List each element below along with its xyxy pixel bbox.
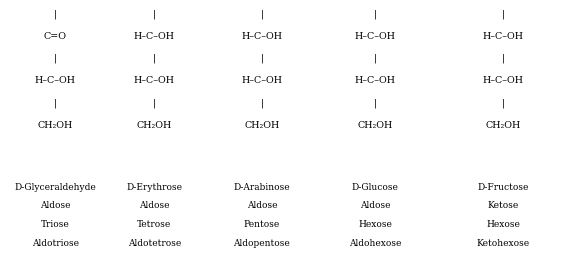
Text: Aldose: Aldose: [360, 201, 391, 210]
Text: H–C–OH: H–C–OH: [35, 76, 76, 85]
Text: H–C–OH: H–C–OH: [242, 32, 282, 41]
Text: |: |: [54, 54, 57, 63]
Text: |: |: [502, 54, 505, 63]
Text: Aldose: Aldose: [247, 201, 277, 210]
Text: |: |: [54, 98, 57, 108]
Text: |: |: [374, 54, 377, 63]
Text: CH₂OH: CH₂OH: [38, 121, 73, 130]
Text: |: |: [152, 10, 156, 19]
Text: Ketohexose: Ketohexose: [477, 239, 530, 248]
Text: CH₂OH: CH₂OH: [486, 121, 521, 130]
Text: H–C–OH: H–C–OH: [134, 32, 175, 41]
Text: Triose: Triose: [41, 220, 70, 229]
Text: |: |: [152, 98, 156, 108]
Text: CH₂OH: CH₂OH: [137, 121, 172, 130]
Text: |: |: [502, 98, 505, 108]
Text: H–C–OH: H–C–OH: [134, 76, 175, 85]
Text: Aldohexose: Aldohexose: [349, 239, 402, 248]
Text: D-Glucose: D-Glucose: [352, 183, 399, 192]
Text: |: |: [152, 54, 156, 63]
Text: |: |: [260, 10, 264, 19]
Text: H–C–OH: H–C–OH: [355, 32, 396, 41]
Text: H–C–OH: H–C–OH: [483, 32, 524, 41]
Text: H–C–OH: H–C–OH: [483, 76, 524, 85]
Text: |: |: [260, 98, 264, 108]
Text: |: |: [260, 54, 264, 63]
Text: Aldotetrose: Aldotetrose: [127, 239, 181, 248]
Text: C=O: C=O: [44, 32, 67, 41]
Text: Aldose: Aldose: [40, 201, 70, 210]
Text: D-Glyceraldehyde: D-Glyceraldehyde: [15, 183, 96, 192]
Text: CH₂OH: CH₂OH: [358, 121, 393, 130]
Text: |: |: [374, 98, 377, 108]
Text: D-Erythrose: D-Erythrose: [126, 183, 182, 192]
Text: Pentose: Pentose: [244, 220, 280, 229]
Text: H–C–OH: H–C–OH: [242, 76, 282, 85]
Text: Hexose: Hexose: [487, 220, 520, 229]
Text: D-Arabinose: D-Arabinose: [233, 183, 290, 192]
Text: |: |: [54, 10, 57, 19]
Text: Aldose: Aldose: [139, 201, 169, 210]
Text: H–C–OH: H–C–OH: [355, 76, 396, 85]
Text: |: |: [502, 10, 505, 19]
Text: Ketose: Ketose: [488, 201, 519, 210]
Text: |: |: [374, 10, 377, 19]
Text: Aldopentose: Aldopentose: [233, 239, 290, 248]
Text: Hexose: Hexose: [359, 220, 392, 229]
Text: D-Fructose: D-Fructose: [478, 183, 529, 192]
Text: Tetrose: Tetrose: [137, 220, 171, 229]
Text: CH₂OH: CH₂OH: [244, 121, 279, 130]
Text: Aldotriose: Aldotriose: [32, 239, 79, 248]
